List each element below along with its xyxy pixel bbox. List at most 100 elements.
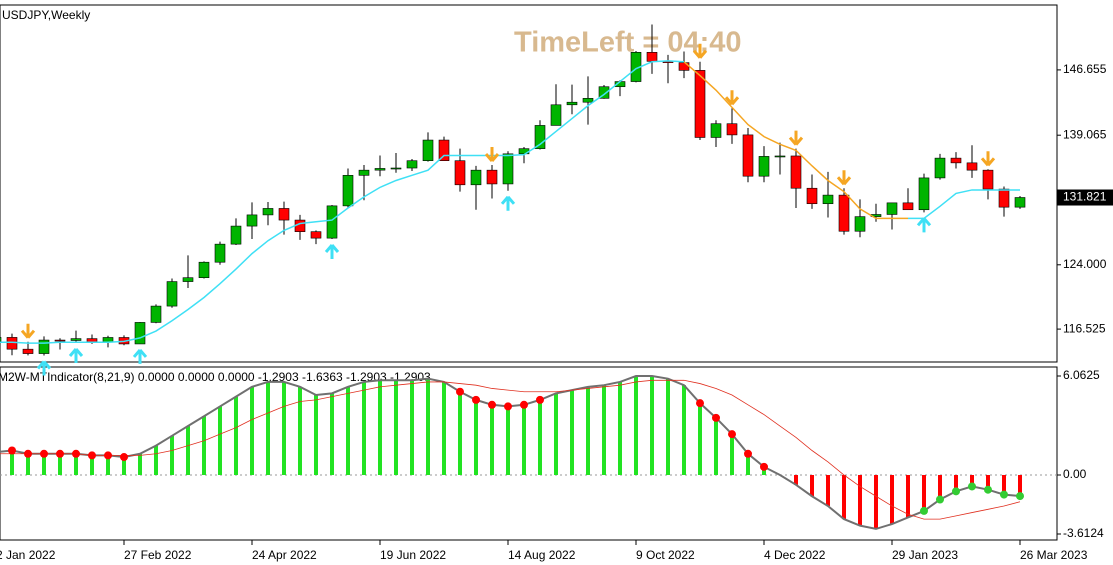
candle-body (982, 169, 994, 190)
dot (744, 449, 752, 458)
indicator-panel (0, 366, 1058, 541)
histogram-bar (634, 376, 638, 476)
candle-body (822, 194, 834, 205)
histogram-bar (394, 380, 398, 476)
histogram-bar (714, 417, 718, 476)
y-tick-label: 116.525 (1063, 321, 1106, 335)
candle-body (646, 52, 658, 62)
candle-body (934, 157, 946, 179)
candle-body (198, 261, 210, 278)
candle-body (1014, 197, 1026, 208)
histogram-bar (234, 396, 238, 476)
histogram-bar (1018, 475, 1022, 497)
histogram-bar (474, 399, 478, 476)
candle-body (214, 243, 226, 263)
dot (8, 446, 16, 455)
candle-body (998, 188, 1010, 208)
candle-body (70, 338, 82, 341)
x-tick-label: 24 Apr 2022 (252, 548, 317, 562)
candle-body (230, 225, 242, 245)
dot (984, 485, 992, 494)
candle-body (726, 123, 738, 136)
y-tick-label: 0.00 (1063, 467, 1087, 481)
candle-body (278, 208, 290, 221)
histogram-bar (682, 385, 686, 476)
dot (968, 482, 976, 491)
candle-body (0, 337, 2, 342)
candle-body (342, 175, 354, 207)
histogram-bar (410, 380, 414, 476)
dot (56, 449, 64, 458)
histogram-bar (650, 376, 654, 476)
sell-arrow (692, 43, 708, 59)
histogram-bar (842, 475, 846, 520)
candle-body (134, 322, 146, 345)
y-tick-label: -3.6124 (1063, 526, 1104, 540)
last-price-box (1057, 189, 1113, 206)
x-tick-label: 26 Mar 2023 (1020, 548, 1088, 562)
candle-body (358, 169, 370, 176)
candle-body (582, 98, 594, 103)
candle-body (310, 231, 322, 239)
dot (920, 506, 928, 515)
candle-body (150, 305, 162, 323)
time-left: TimeLeft = 04:40 (514, 27, 742, 59)
x-tick-label: 2 Jan 2022 (0, 548, 56, 562)
candle-body (182, 277, 194, 282)
dot (72, 449, 80, 458)
histogram-bar (362, 381, 366, 476)
candle-body (566, 101, 578, 106)
candle-body (598, 86, 610, 99)
histogram-bar (90, 455, 94, 476)
histogram-bar (458, 391, 462, 476)
histogram-bar (602, 385, 606, 476)
sell-arrow (724, 90, 740, 106)
histogram-bar (890, 475, 894, 524)
candle-body (950, 157, 962, 164)
histogram-bar (1002, 475, 1006, 495)
candle-body (758, 156, 770, 177)
candle-body (966, 162, 978, 171)
histogram-bar (122, 457, 126, 476)
candle-body (790, 155, 802, 189)
histogram-bar (554, 393, 558, 476)
candle-body (454, 160, 466, 186)
dot (40, 449, 48, 458)
histogram-bar (826, 475, 830, 507)
x-tick-label: 4 Dec 2022 (764, 548, 826, 562)
histogram-bar (10, 450, 14, 476)
dot (488, 400, 496, 409)
dot (696, 399, 704, 408)
candle-body (406, 160, 418, 169)
histogram-bar (666, 378, 670, 476)
histogram-bar (506, 406, 510, 476)
y-tick-label: 6.0625 (1063, 368, 1100, 382)
histogram-bar (250, 386, 254, 476)
histogram-bar (858, 475, 862, 526)
sell-arrow (788, 130, 804, 146)
sell-arrow (836, 170, 852, 186)
candle-body (534, 125, 546, 149)
histogram-bar (426, 378, 430, 476)
x-tick-label: 29 Jan 2023 (892, 548, 958, 562)
histogram-bar (970, 475, 974, 487)
candle-body (422, 139, 434, 162)
candle-body (38, 339, 50, 354)
candle-body (294, 219, 306, 232)
dot (728, 430, 736, 439)
signal-line (0, 379, 1021, 520)
histogram-bar (186, 426, 190, 476)
candle-body (22, 348, 34, 354)
buy-arrow (68, 348, 84, 363)
dot (520, 400, 528, 409)
histogram-bar (986, 475, 990, 490)
y-tick-label: 139.065 (1063, 127, 1107, 141)
buy-arrow (324, 244, 340, 259)
buy-arrow (500, 195, 516, 211)
histogram-bar (938, 475, 942, 500)
histogram-bar (218, 406, 222, 476)
dot (120, 453, 128, 462)
buy-arrow (36, 360, 52, 376)
histogram-bar (154, 445, 158, 476)
